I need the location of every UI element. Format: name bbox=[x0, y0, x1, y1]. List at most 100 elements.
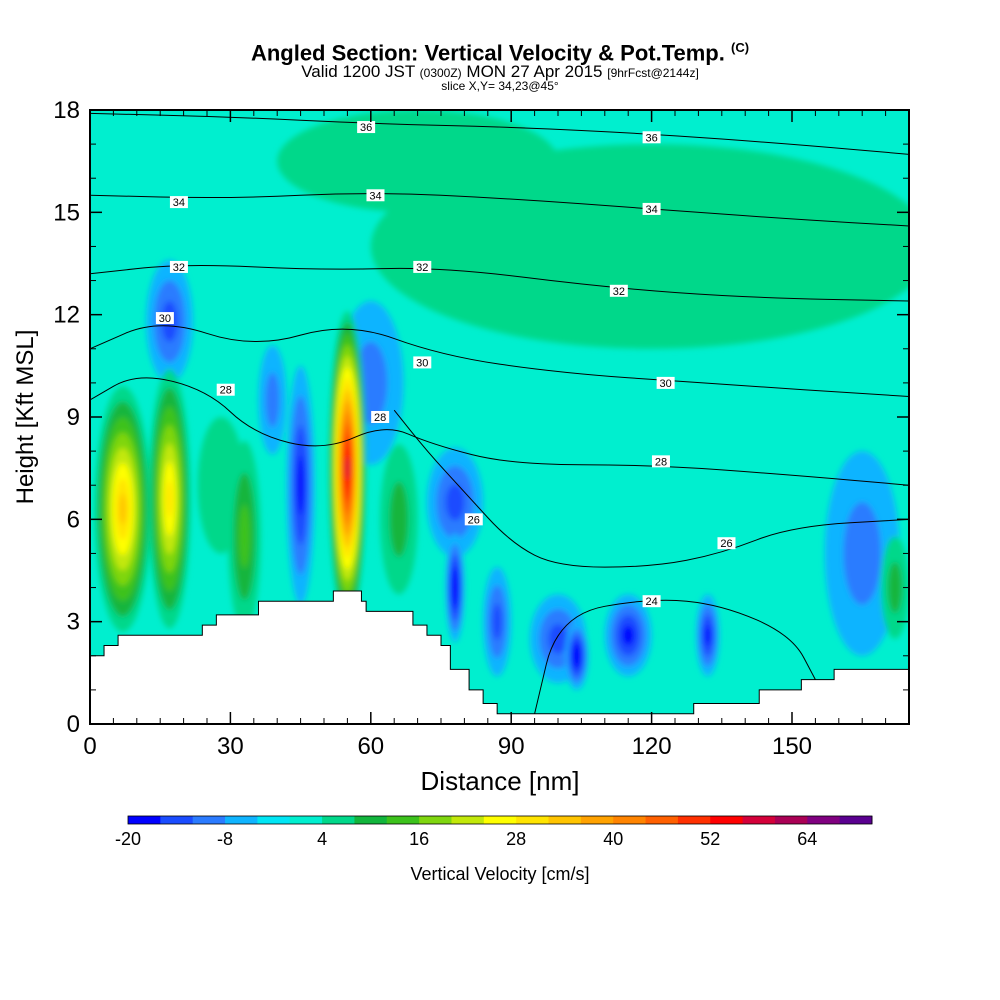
velocity-contour bbox=[277, 110, 558, 213]
theta-label: 28 bbox=[651, 455, 670, 468]
y-axis-label: Height [Kft MSL] bbox=[12, 330, 39, 505]
theta-label: 34 bbox=[642, 202, 661, 216]
colorbar-tick-label: -20 bbox=[115, 829, 141, 849]
theta-label-box bbox=[169, 260, 188, 273]
velocity-contour bbox=[622, 625, 635, 646]
y-tick-label: 3 bbox=[67, 609, 80, 636]
theta-label-text: 36 bbox=[360, 122, 372, 134]
theta-label-text: 32 bbox=[416, 262, 428, 274]
colorbar-tick-label: 16 bbox=[409, 829, 429, 849]
colorbar-swatch bbox=[322, 816, 355, 824]
velocity-cell bbox=[824, 451, 900, 656]
colorbar-swatch bbox=[839, 816, 873, 824]
velocity-contour bbox=[297, 455, 305, 516]
colorbar-swatch bbox=[807, 816, 841, 824]
velocity-cell bbox=[228, 440, 261, 632]
velocity-contour bbox=[453, 576, 458, 599]
theta-label: 30 bbox=[155, 312, 174, 325]
velocity-contour bbox=[574, 648, 580, 663]
colorbar-swatch bbox=[386, 816, 420, 824]
colorbar-swatch bbox=[516, 816, 550, 824]
theta-label-box bbox=[413, 260, 432, 273]
theta-label-box bbox=[651, 455, 670, 468]
theta-label-text: 30 bbox=[416, 357, 428, 369]
colorbar-swatch bbox=[742, 816, 776, 824]
theta-label: 32 bbox=[169, 260, 188, 274]
velocity-cell bbox=[565, 621, 589, 690]
colorbar-tick-label: 40 bbox=[603, 829, 623, 849]
velocity-contour bbox=[119, 493, 127, 525]
x-tick-label: 0 bbox=[83, 733, 96, 760]
x-tick-label: 30 bbox=[217, 733, 244, 760]
theta-label: 28 bbox=[371, 411, 390, 424]
theta-label-box bbox=[609, 284, 628, 297]
colorbar-swatch bbox=[645, 816, 679, 824]
chart-title-main: Angled Section: Vertical Velocity & Pot.… bbox=[250, 40, 725, 66]
theta-label-box bbox=[642, 131, 661, 144]
velocity-contour bbox=[166, 480, 173, 518]
chart-title: Angled Section: Vertical Velocity & Pot.… bbox=[0, 36, 1000, 65]
theta-label-box bbox=[464, 513, 483, 526]
colorbar-swatch bbox=[548, 816, 582, 824]
y-tick-label: 6 bbox=[67, 506, 80, 533]
theta-label-text: 24 bbox=[645, 596, 657, 608]
velocity-cell bbox=[426, 447, 484, 557]
x-tick-label: 60 bbox=[357, 733, 384, 760]
colorbar-swatch bbox=[354, 816, 388, 824]
colorbar-tick-label: 4 bbox=[317, 829, 327, 849]
velocity-cell bbox=[445, 532, 465, 643]
x-tick-label: 90 bbox=[498, 733, 525, 760]
velocity-cell bbox=[286, 365, 315, 605]
velocity-cell bbox=[380, 444, 418, 595]
theta-label: 34 bbox=[169, 196, 188, 209]
theta-label-text: 26 bbox=[468, 514, 480, 526]
theta-label-box bbox=[357, 121, 376, 134]
theta-label-text: 34 bbox=[645, 204, 657, 216]
plot-area: 36 36 34 34 34 32 32 32 30 30 30 28 28 28 26 26 24 bbox=[89, 109, 910, 725]
theta-label: 32 bbox=[413, 260, 432, 274]
velocity-contour bbox=[345, 456, 350, 480]
velocity-cell bbox=[880, 536, 909, 639]
theta-isoline bbox=[393, 409, 909, 568]
theta-label: 36 bbox=[642, 131, 661, 144]
theta-label-box bbox=[717, 537, 736, 550]
velocity-contour bbox=[887, 561, 902, 614]
theta-label: 28 bbox=[216, 383, 235, 397]
title-block: Angled Section: Vertical Velocity & Pot.… bbox=[0, 36, 1000, 93]
velocity-contour bbox=[704, 625, 711, 646]
theta-label-text: 32 bbox=[613, 286, 625, 298]
theta-label-text: 32 bbox=[173, 262, 185, 274]
colorbar-swatch bbox=[128, 816, 161, 824]
terrain-mask bbox=[89, 590, 910, 725]
theta-label-box bbox=[155, 312, 174, 325]
colorbar-swatch bbox=[192, 816, 226, 824]
theta-label: 24 bbox=[642, 595, 661, 608]
theta-label-text: 34 bbox=[369, 190, 381, 202]
velocity-contour bbox=[843, 502, 881, 605]
x-tick-label: 120 bbox=[632, 733, 672, 760]
theta-label-box bbox=[216, 383, 235, 396]
colorbar-swatch bbox=[580, 816, 614, 824]
theta-label: 36 bbox=[357, 121, 376, 134]
colorbar-ticks: -20 -8 4 16 28 40 52 64 bbox=[115, 829, 817, 849]
theta-label-text: 26 bbox=[720, 538, 732, 550]
velocity-field bbox=[94, 110, 909, 690]
theta-label: 30 bbox=[413, 356, 432, 369]
y-tick-label: 15 bbox=[53, 199, 80, 226]
valid-time-c: MON 27 Apr 2015 bbox=[466, 62, 603, 82]
theta-label-text: 28 bbox=[374, 412, 386, 424]
theta-label-box bbox=[413, 356, 432, 369]
y-tick-label: 0 bbox=[67, 711, 80, 738]
velocity-contour bbox=[265, 372, 280, 428]
colorbar-swatch bbox=[483, 816, 517, 824]
velocity-contour bbox=[238, 504, 250, 569]
velocity-cell bbox=[696, 594, 720, 677]
velocity-contour bbox=[548, 623, 568, 654]
colorbar-frame bbox=[127, 815, 873, 825]
slice-info: slice X,Y= 34,23@45° bbox=[441, 79, 559, 94]
theta-labels: 36 36 34 34 34 32 32 32 30 30 30 28 28 28 26 26 24 bbox=[155, 121, 736, 608]
theta-label-text: 36 bbox=[645, 132, 657, 144]
colorbar-swatch bbox=[160, 816, 194, 824]
velocity-cell bbox=[328, 311, 367, 626]
theta-label-box bbox=[642, 202, 661, 215]
